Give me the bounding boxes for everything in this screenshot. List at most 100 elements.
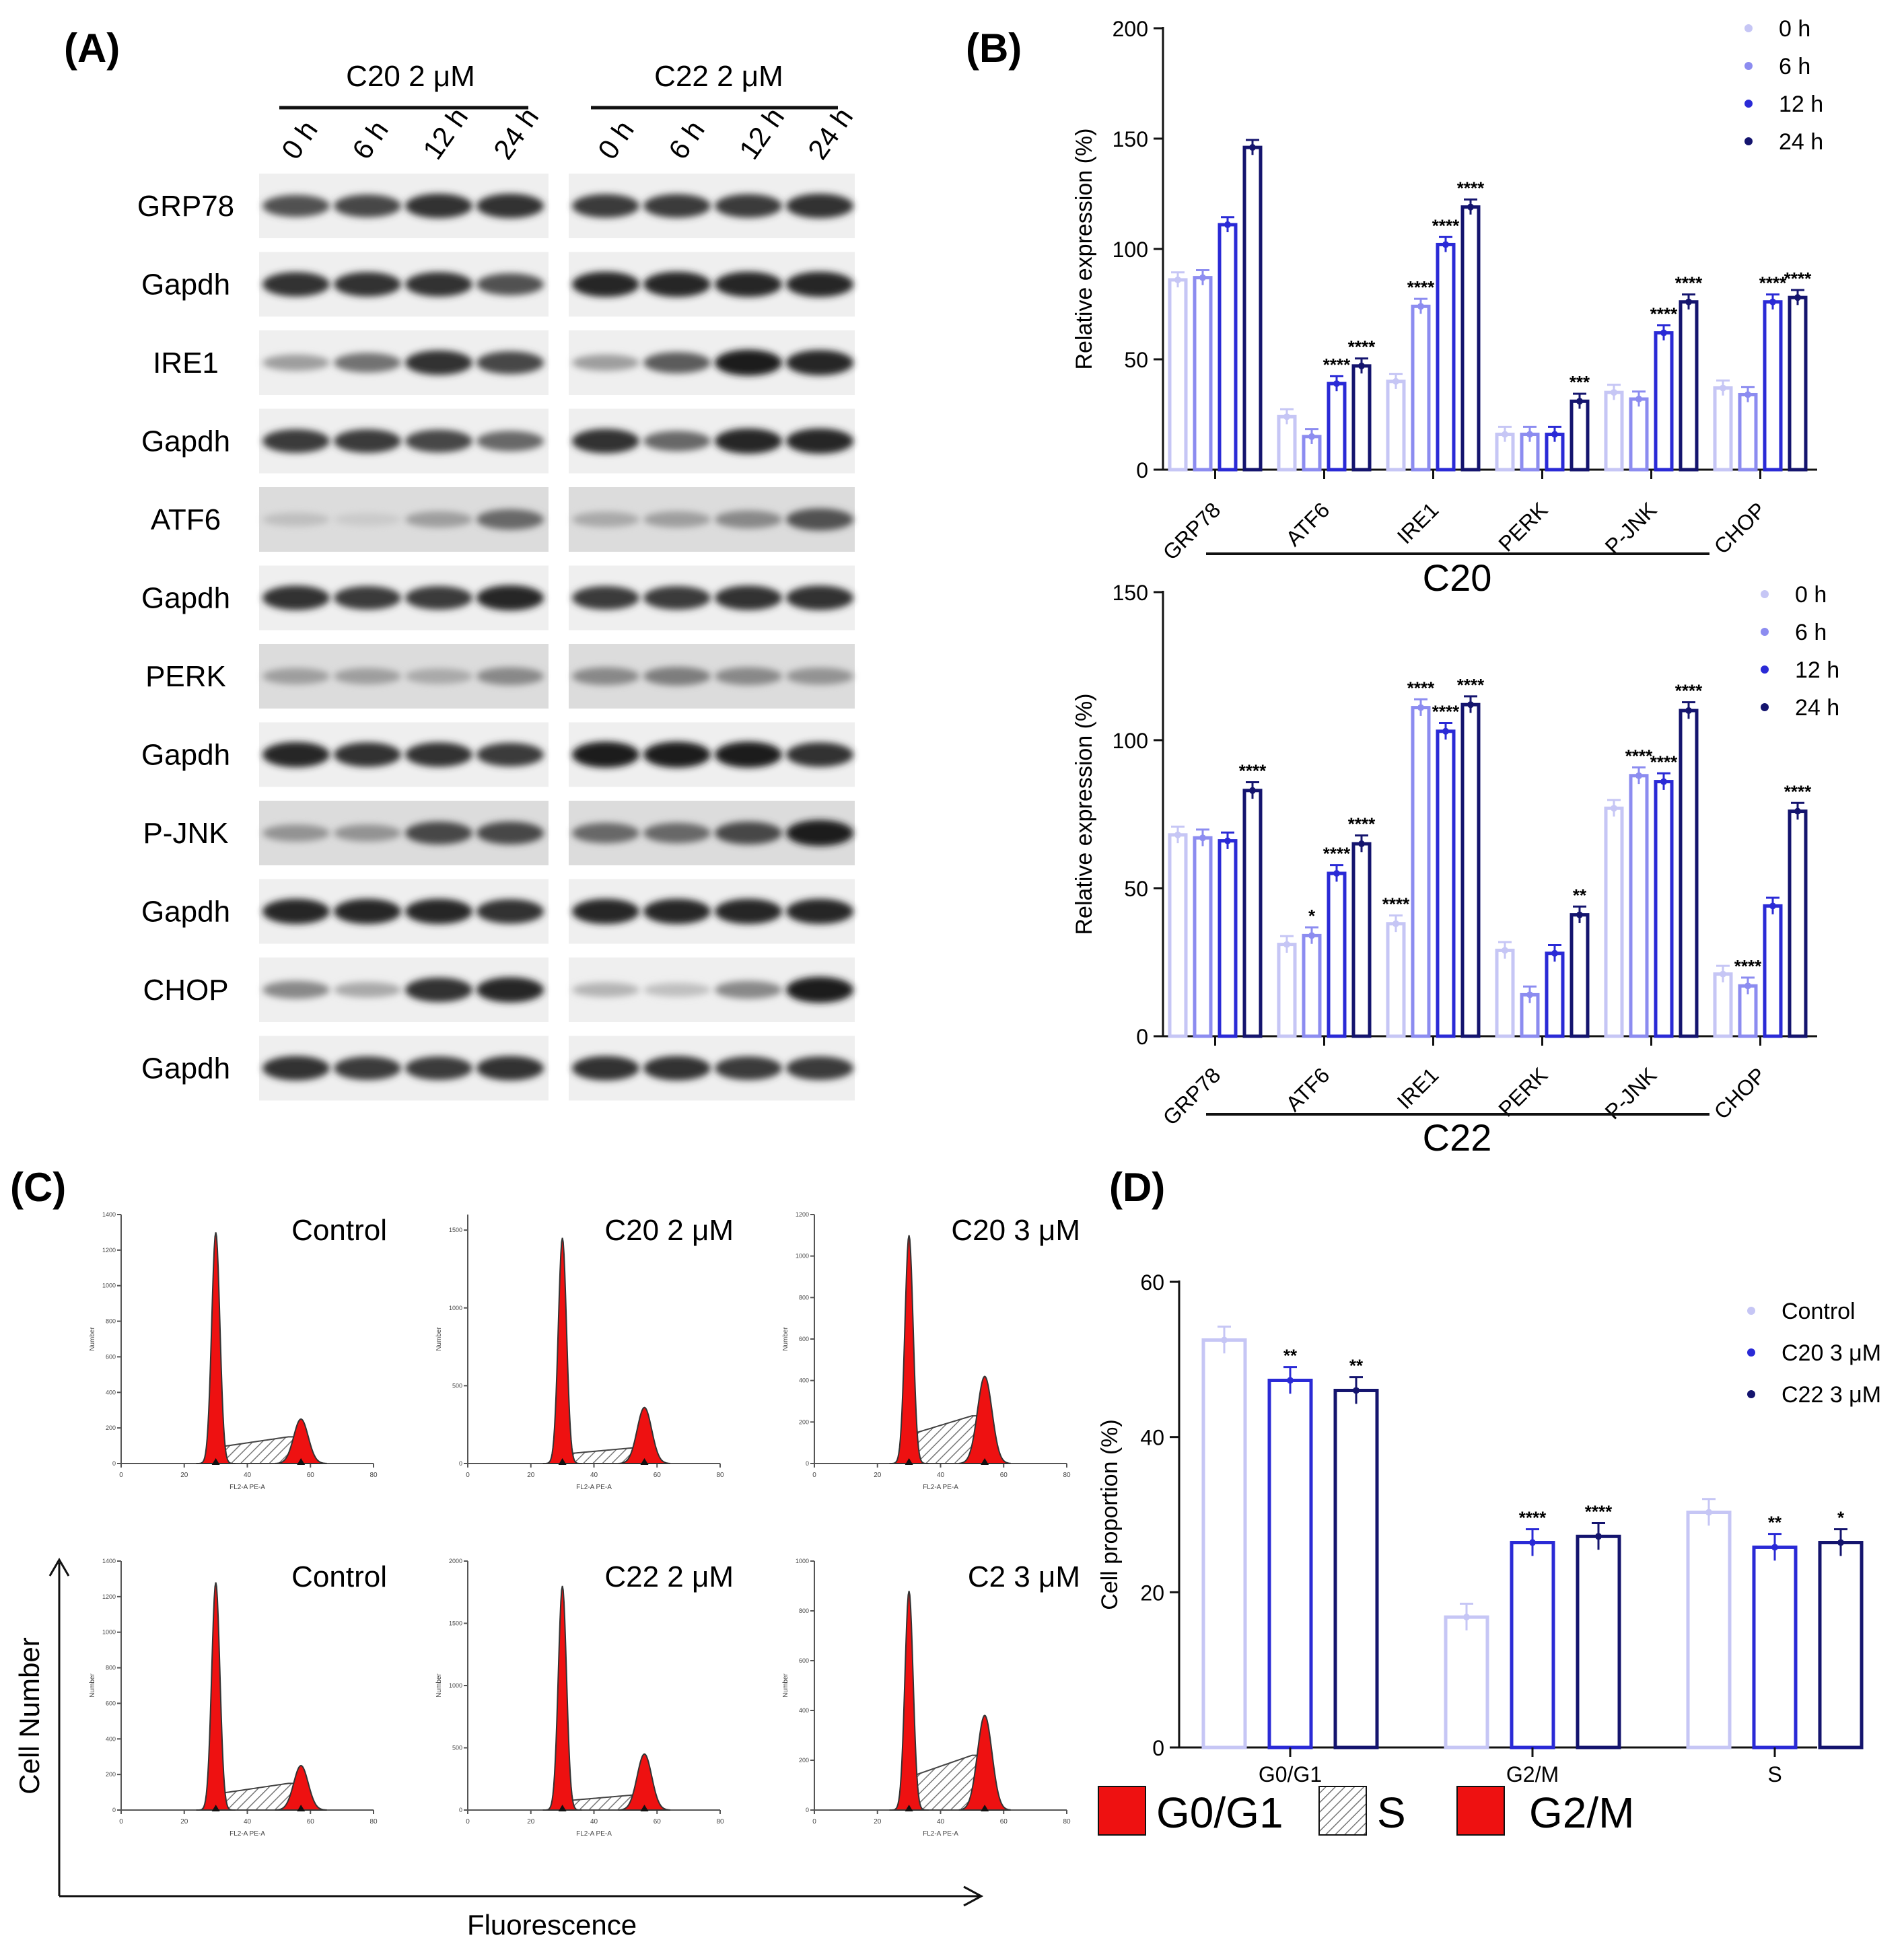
lane-label: 12 h: [733, 102, 790, 165]
blot-band: [334, 982, 401, 998]
significance-label: ****: [1239, 760, 1267, 781]
histogram-x-tick-label: 20: [180, 1818, 188, 1826]
histogram-y-tick-label: 800: [799, 1294, 809, 1301]
data-point: [1526, 431, 1533, 438]
data-point: [1769, 902, 1776, 910]
blot-band: [643, 585, 711, 610]
y-tick-label: 150: [1113, 581, 1148, 605]
bar: [1386, 922, 1406, 1038]
legend-label: C22 3 μM: [1782, 1382, 1881, 1408]
histogram-y-tick-label: 400: [799, 1707, 809, 1714]
histogram-x-tick-label: 0: [812, 1472, 816, 1479]
histogram-y-label: Number: [782, 1673, 789, 1698]
histogram-y-tick-label: 1000: [449, 1305, 462, 1311]
blot-band: [572, 511, 639, 528]
legend-marker: [1744, 62, 1753, 70]
x-tick-label: ATF6: [1281, 1062, 1334, 1116]
bar: [1545, 951, 1565, 1038]
blot-band: [572, 429, 639, 454]
peak-marker: [211, 1458, 220, 1465]
blot-band: [572, 194, 639, 218]
histogram-y-tick-label: 1200: [102, 1593, 116, 1600]
blot-band: [405, 350, 472, 375]
data-point: [1837, 1539, 1844, 1546]
histogram-g0g1-peak: [196, 1582, 236, 1811]
histogram-x-tick-label: 60: [307, 1472, 315, 1479]
data-point: [1221, 1336, 1228, 1344]
bar: [1713, 972, 1733, 1038]
histogram-condition-label: C20 2 μM: [604, 1214, 734, 1247]
histogram-x-tick-label: 40: [590, 1818, 598, 1826]
x-tick-label: PERK: [1493, 1062, 1552, 1121]
blot-band: [572, 1056, 639, 1081]
phase-legend-swatch-g0g1: [1098, 1786, 1146, 1836]
significance-label: ****: [1407, 678, 1435, 698]
data-point: [1551, 431, 1558, 438]
data-point: [1635, 396, 1642, 403]
peak-marker: [905, 1805, 913, 1811]
histogram-g0g1-peak: [542, 1585, 582, 1811]
blot-band: [572, 667, 639, 686]
blot-band: [786, 820, 853, 846]
blot-band: [715, 980, 782, 999]
y-axis-label: Relative expression (%): [1071, 128, 1097, 369]
blot-band: [786, 1056, 853, 1081]
legend-marker: [1744, 137, 1753, 145]
data-point: [1551, 949, 1558, 957]
histogram-y-label: Number: [435, 1673, 443, 1698]
blot-band: [572, 898, 639, 925]
histogram-x-label: FL2-A PE-A: [576, 1484, 612, 1491]
bar: [1604, 806, 1624, 1038]
legend-label: 24 h: [1795, 695, 1839, 721]
y-tick-label: 20: [1140, 1581, 1164, 1605]
histogram-y-tick-label: 500: [452, 1745, 462, 1752]
bar: [1327, 382, 1347, 472]
bar: [1788, 295, 1808, 472]
blot-band: [334, 898, 401, 925]
legend-label: C20 3 μM: [1782, 1340, 1881, 1366]
x-tick-label: CHOP: [1709, 1062, 1771, 1124]
histogram-y-tick-label: 1500: [449, 1620, 462, 1627]
bar: [1654, 331, 1674, 472]
significance-label: ****: [1734, 956, 1762, 976]
histogram-x-tick-label: 20: [874, 1818, 882, 1826]
bar: [1629, 774, 1649, 1038]
data-point: [1283, 413, 1290, 421]
histogram-y-tick-label: 400: [106, 1389, 116, 1396]
blot-row-label: P-JNK: [143, 817, 228, 850]
bar: [1570, 913, 1590, 1038]
panel-label-c: (C): [10, 1165, 66, 1210]
data-point: [1502, 947, 1508, 954]
lane-label: 6 h: [662, 114, 711, 165]
histogram-x-tick-label: 60: [307, 1818, 315, 1826]
blot-band: [477, 431, 544, 452]
group-label: C20: [1423, 556, 1492, 599]
bar: [1242, 789, 1263, 1038]
histogram-x-tick-label: 80: [716, 1472, 724, 1479]
histogram-y-label: Number: [89, 1327, 96, 1351]
x-tick-label: IRE1: [1392, 1062, 1444, 1114]
histogram-x-tick-label: 80: [1063, 1818, 1071, 1826]
blot-band: [405, 898, 472, 925]
peak-marker: [558, 1805, 567, 1811]
significance-label: ****: [1457, 178, 1485, 198]
blot-band: [334, 194, 401, 217]
bar: [1713, 386, 1733, 472]
data-point: [1308, 433, 1315, 440]
bar: [1576, 1534, 1621, 1749]
significance-label: ****: [1348, 337, 1376, 357]
big-y-axis-arrow: [48, 1558, 70, 1577]
blot-band: [262, 272, 330, 297]
blot-band: [334, 667, 401, 685]
histogram-g0g1-peak: [196, 1232, 236, 1464]
blot-band: [262, 1056, 330, 1081]
blot-band: [334, 1056, 401, 1081]
data-point: [1333, 380, 1340, 388]
x-tick-label: G2/M: [1506, 1762, 1559, 1786]
blot-band: [262, 512, 330, 527]
bar: [1460, 205, 1481, 472]
histogram-x-tick-label: 20: [527, 1472, 535, 1479]
histogram-condition-label: C20 3 μM: [951, 1214, 1080, 1247]
histogram-x-tick-label: 0: [119, 1818, 123, 1826]
